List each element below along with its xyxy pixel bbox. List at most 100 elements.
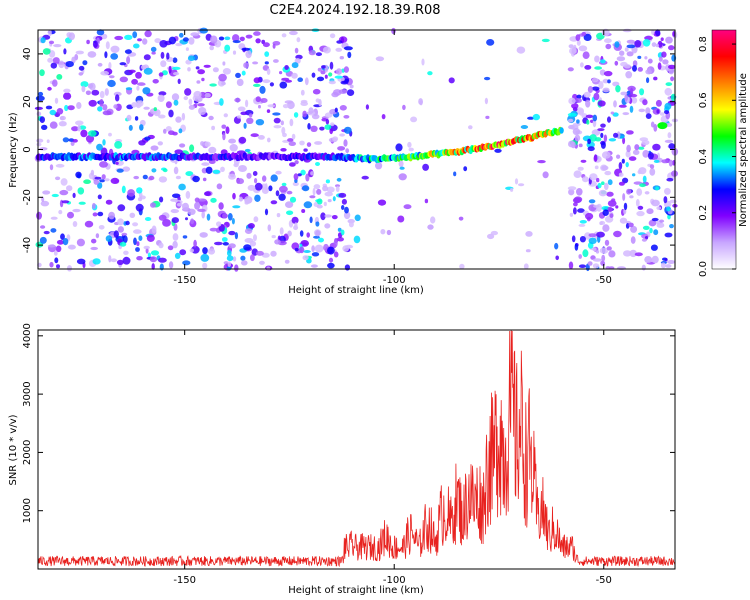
noise-blob: [193, 90, 202, 99]
noise-blob: [58, 121, 67, 127]
noise-blob: [135, 71, 142, 79]
noise-blob: [321, 65, 326, 69]
noise-blob: [110, 177, 120, 184]
noise-blob: [222, 242, 229, 246]
noise-blob: [259, 260, 265, 265]
noise-blob: [653, 76, 658, 81]
noise-blob: [567, 186, 577, 191]
noise-blob: [304, 77, 309, 86]
noise-blob: [603, 70, 613, 77]
spectrogram-x-ticks: -150 -100 -50: [173, 30, 612, 286]
noise-blob: [39, 236, 47, 244]
noise-blob: [148, 175, 155, 181]
noise-blob: [665, 264, 672, 268]
noise-blob: [573, 202, 578, 207]
noise-blob: [204, 141, 211, 147]
noise-blob: [55, 176, 61, 181]
noise-blob: [343, 66, 349, 73]
noise-blob: [257, 135, 265, 140]
noise-blob: [585, 99, 591, 108]
noise-blob: [175, 43, 183, 47]
noise-blob: [75, 50, 85, 55]
noise-blob: [90, 246, 98, 251]
noise-blob: [458, 216, 464, 221]
noise-blob: [408, 147, 414, 152]
noise-blob: [151, 168, 157, 173]
noise-blob: [179, 249, 187, 256]
noise-blob: [632, 173, 636, 177]
noise-blob: [119, 62, 127, 66]
noise-blob: [163, 128, 167, 134]
noise-blob: [664, 102, 672, 110]
noise-blob: [610, 111, 615, 115]
noise-blob: [201, 162, 210, 166]
noise-blob: [601, 165, 609, 171]
noise-blob: [584, 65, 592, 70]
noise-blob: [523, 263, 529, 270]
noise-blob: [281, 126, 286, 135]
noise-blob: [209, 227, 218, 232]
noise-blob: [206, 213, 211, 221]
noise-blob: [397, 215, 405, 223]
y-tick-label: 40: [22, 48, 33, 61]
noise-blob: [49, 109, 57, 116]
noise-blob: [208, 115, 214, 121]
noise-blob: [637, 146, 645, 150]
noise-blob: [634, 252, 643, 257]
noise-blob: [300, 101, 309, 106]
noise-blob: [176, 202, 183, 207]
noise-blob: [329, 33, 336, 39]
snr-series-line: [37, 329, 676, 568]
noise-blob: [655, 43, 660, 48]
noise-blob: [599, 247, 609, 254]
noise-blob: [246, 172, 252, 179]
noise-blob: [567, 118, 574, 123]
noise-blob: [36, 142, 42, 147]
noise-blob: [468, 125, 473, 130]
noise-blob: [300, 169, 306, 176]
noise-blob: [50, 228, 57, 233]
noise-blob: [618, 181, 625, 186]
noise-blob: [108, 255, 112, 263]
spectrogram-panel: -150 -100 -50 -40 -20 0 20 40 Height of straig…: [8, 27, 679, 296]
noise-blob: [625, 162, 629, 168]
noise-blob: [578, 108, 584, 116]
noise-blob: [296, 37, 301, 43]
noise-blob: [634, 144, 640, 151]
noise-blob: [228, 173, 236, 180]
noise-blob: [333, 240, 338, 248]
noise-blob: [664, 110, 670, 115]
noise-blob: [410, 116, 418, 123]
noise-blob: [645, 107, 651, 115]
noise-blob: [226, 255, 234, 262]
noise-blob: [670, 76, 675, 82]
noise-blob: [608, 138, 617, 142]
noise-blob: [310, 171, 315, 176]
noise-blob: [247, 223, 255, 229]
noise-blob: [279, 71, 283, 75]
noise-blob: [291, 62, 299, 69]
noise-blob: [133, 175, 139, 180]
noise-blob: [574, 243, 579, 251]
noise-blob: [187, 55, 196, 61]
noise-blob: [210, 197, 217, 203]
noise-blob: [41, 196, 45, 202]
noise-blob: [90, 169, 95, 176]
noise-blob: [221, 124, 227, 129]
noise-blob: [324, 74, 328, 79]
noise-blob: [315, 221, 320, 227]
noise-blob: [34, 106, 44, 110]
noise-blob: [218, 36, 225, 41]
noise-blob: [122, 235, 128, 244]
noise-blob: [303, 148, 308, 152]
noise-blob: [339, 105, 347, 111]
noise-blob: [582, 51, 590, 59]
noise-blob: [267, 104, 276, 108]
noise-blob: [59, 115, 66, 121]
noise-blob: [486, 39, 495, 46]
noise-blob: [91, 89, 100, 96]
noise-blob: [88, 99, 97, 107]
noise-blob: [307, 123, 311, 130]
noise-blob: [294, 160, 299, 165]
noise-blob: [306, 142, 312, 148]
